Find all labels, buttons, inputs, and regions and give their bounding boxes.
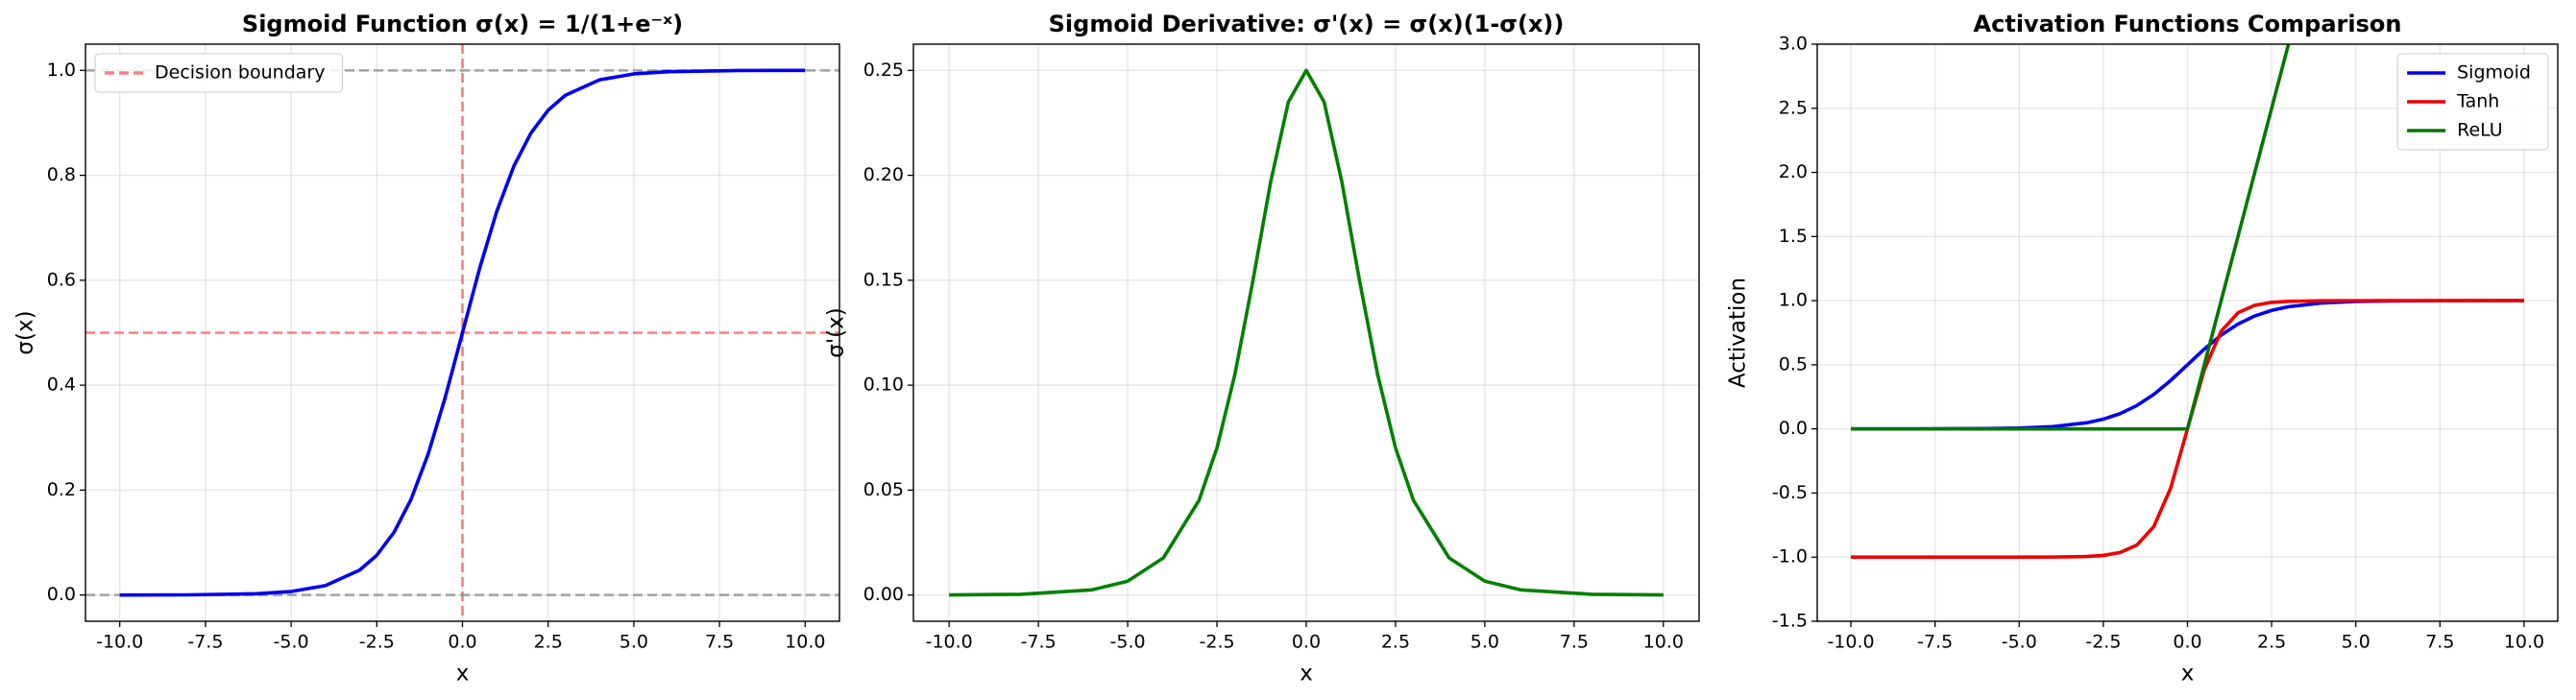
- y-tick-label: 0.6: [47, 269, 76, 290]
- y-tick-label: -0.5: [1772, 482, 1808, 503]
- legend-label: Decision boundary: [155, 62, 325, 84]
- y-tick-label: 0.25: [863, 60, 904, 81]
- y-tick-label: 0.10: [863, 374, 904, 396]
- line-series: [949, 68, 1664, 597]
- x-tick-label: -7.5: [1917, 632, 1953, 653]
- y-tick-label: -1.0: [1772, 546, 1808, 567]
- legend-box: [2396, 53, 2549, 151]
- x-axis-label: x: [456, 662, 470, 687]
- y-tick-label: 0.00: [863, 584, 904, 605]
- y-tick-label: 0.15: [863, 269, 904, 290]
- y-tick-label: 1.0: [1779, 290, 1808, 311]
- y-tick-label: 0.05: [863, 479, 904, 500]
- plot-area: [913, 44, 1699, 621]
- y-tick-label: 0.2: [47, 479, 76, 500]
- line-series: [119, 68, 806, 597]
- y-tick-label: 0.0: [47, 584, 76, 605]
- chart-title: Sigmoid Function σ(x) = 1/(1+e⁻ˣ): [242, 11, 683, 37]
- x-tick-label: 7.5: [705, 632, 734, 653]
- x-tick-label: 0.0: [1292, 632, 1321, 653]
- x-tick-label: 2.5: [1381, 632, 1410, 653]
- legend-label: ReLU: [2457, 120, 2503, 141]
- y-axis-label: Activation: [1726, 278, 1751, 388]
- y-tick-label: 3.0: [1779, 34, 1808, 55]
- axes-frame: [1816, 43, 2559, 622]
- y-tick-label: 0.5: [1779, 353, 1808, 374]
- legend-box: [94, 53, 343, 93]
- y-tick-label: 1.5: [1779, 226, 1808, 247]
- plot-area: [1817, 44, 2558, 621]
- x-tick-label: 10.0: [1643, 632, 1684, 653]
- y-tick-label: -1.5: [1772, 611, 1808, 632]
- x-tick-label: 0.0: [2173, 632, 2201, 653]
- x-axis-label: x: [2181, 662, 2195, 687]
- x-tick-label: -7.5: [187, 632, 223, 653]
- x-tick-label: 7.5: [2425, 632, 2454, 653]
- x-axis-label: x: [1300, 662, 1313, 687]
- legend: Sigmoid Tanh ReLU: [2396, 53, 2549, 151]
- x-tick-label: -5.0: [274, 632, 309, 653]
- x-tick-label: -2.5: [359, 632, 395, 653]
- x-tick-label: 10.0: [2504, 632, 2544, 653]
- legend-label: Tanh: [2456, 91, 2499, 112]
- y-tick-label: 0.4: [47, 374, 76, 396]
- y-tick-label: 2.5: [1779, 97, 1808, 118]
- x-tick-label: -10.0: [1827, 632, 1874, 653]
- chart-title: Activation Functions Comparison: [1974, 11, 2402, 37]
- legend: Decision boundary: [94, 53, 343, 93]
- y-axis-label: σ(x): [13, 310, 38, 354]
- y-tick-label: 2.0: [1779, 161, 1808, 182]
- x-tick-label: 10.0: [785, 632, 825, 653]
- line-series: [1851, 299, 2524, 431]
- x-tick-label: 5.0: [620, 632, 648, 653]
- y-tick-label: 0.8: [47, 164, 76, 185]
- x-tick-label: -7.5: [1021, 632, 1057, 653]
- chart-title: Sigmoid Derivative: σ'(x) = σ(x)(1-σ(x)): [1049, 11, 1565, 37]
- x-tick-label: -10.0: [926, 632, 973, 653]
- x-tick-label: -10.0: [96, 632, 143, 653]
- x-tick-label: 2.5: [534, 632, 563, 653]
- x-tick-label: -5.0: [1110, 632, 1146, 653]
- y-axis-label: σ'(x): [824, 307, 849, 357]
- line-series: [1851, 44, 2291, 431]
- plot-area: [85, 44, 839, 621]
- legend-label: Sigmoid: [2457, 62, 2531, 84]
- x-tick-label: -2.5: [1200, 632, 1235, 653]
- y-tick-label: 1.0: [47, 60, 76, 81]
- axes-frame: [85, 43, 840, 622]
- x-tick-label: -2.5: [2085, 632, 2121, 653]
- x-tick-label: 0.0: [448, 632, 476, 653]
- x-tick-label: 2.5: [2257, 632, 2286, 653]
- x-tick-label: -5.0: [2002, 632, 2037, 653]
- y-tick-label: 0.0: [1779, 418, 1808, 439]
- axes-frame: [912, 43, 1700, 622]
- y-tick-label: 0.20: [863, 164, 904, 185]
- x-tick-label: 5.0: [2342, 632, 2370, 653]
- x-tick-label: 5.0: [1470, 632, 1499, 653]
- x-tick-label: 7.5: [1560, 632, 1589, 653]
